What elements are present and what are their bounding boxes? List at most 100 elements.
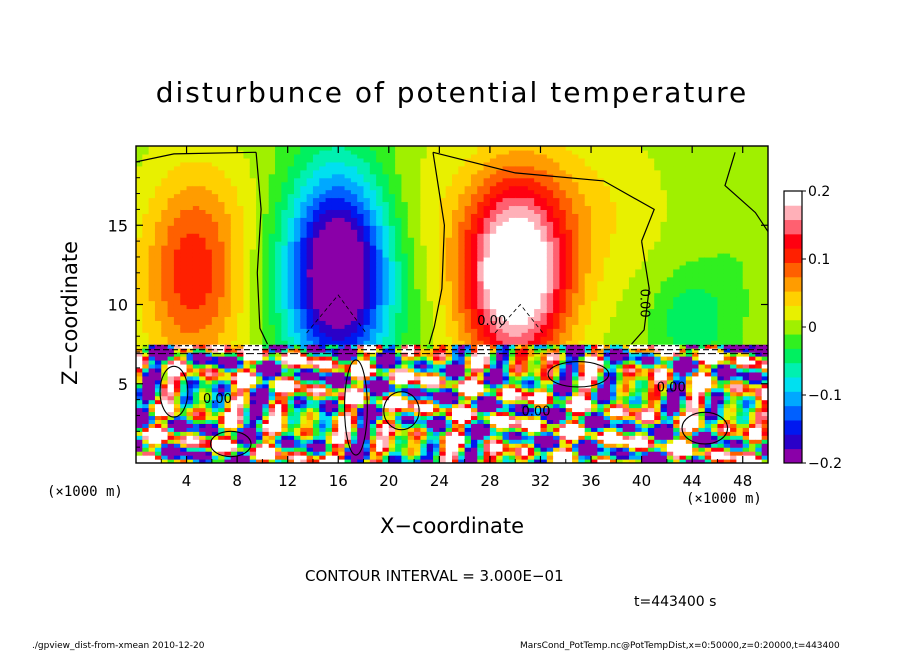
field-cell	[496, 391, 504, 397]
field-cell	[470, 193, 478, 199]
field-cell	[268, 411, 276, 417]
field-cell	[515, 205, 523, 210]
field-cell	[496, 431, 504, 436]
field-cell	[395, 332, 403, 337]
field-cell	[136, 459, 143, 463]
field-cell	[224, 348, 232, 353]
field-cell	[287, 288, 295, 294]
field-cell	[161, 359, 169, 365]
field-cell	[508, 304, 516, 310]
field-cell	[154, 348, 162, 353]
field-cell	[445, 264, 453, 270]
field-cell	[477, 264, 485, 270]
field-cell	[224, 181, 232, 187]
field-cell	[294, 455, 301, 460]
field-cell	[205, 395, 213, 401]
field-cell	[275, 371, 282, 377]
field-cell	[325, 237, 333, 242]
field-cell	[275, 363, 282, 369]
field-cell	[338, 249, 346, 254]
field-cell	[464, 260, 472, 266]
field-cell	[502, 336, 510, 341]
field-cell	[376, 193, 384, 199]
field-cell	[388, 371, 396, 377]
field-cell	[173, 177, 181, 183]
field-cell	[357, 415, 365, 421]
field-cell	[224, 352, 232, 357]
field-cell	[192, 221, 200, 226]
field-cell	[211, 268, 219, 274]
field-cell	[433, 359, 440, 365]
field-cell	[395, 363, 403, 369]
field-cell	[281, 324, 289, 329]
field-cell	[218, 197, 226, 203]
field-cell	[470, 423, 478, 428]
field-cell	[433, 193, 440, 199]
field-cell	[136, 387, 143, 393]
field-cell	[173, 149, 181, 155]
field-cell	[142, 296, 150, 302]
field-cell	[243, 272, 251, 278]
field-cell	[268, 149, 276, 155]
field-cell	[268, 451, 276, 456]
field-cell	[237, 387, 245, 393]
field-cell	[395, 359, 403, 365]
field-cell	[344, 375, 352, 381]
field-cell	[464, 387, 472, 393]
field-cell	[287, 181, 295, 187]
field-cell	[243, 403, 251, 409]
field-cell	[300, 455, 308, 460]
field-cell	[445, 399, 453, 405]
field-cell	[230, 229, 238, 234]
field-cell	[161, 379, 169, 385]
field-cell	[142, 288, 150, 294]
field-cell	[369, 367, 377, 373]
field-cell	[224, 459, 232, 463]
field-cell	[306, 336, 314, 341]
field-cell	[401, 324, 409, 329]
field-cell	[382, 407, 390, 413]
field-cell	[243, 356, 251, 361]
field-cell	[249, 276, 257, 282]
field-cell	[502, 431, 510, 436]
field-cell	[489, 371, 497, 377]
field-cell	[262, 249, 270, 254]
field-cell	[521, 252, 529, 258]
field-cell	[357, 308, 365, 314]
field-cell	[420, 153, 428, 159]
field-cell	[433, 288, 440, 294]
field-cell	[483, 359, 491, 365]
field-cell	[515, 146, 523, 151]
field-cell	[433, 201, 440, 207]
field-cell	[287, 276, 295, 282]
field-cell	[357, 363, 365, 369]
field-cell	[357, 312, 365, 317]
field-cell	[452, 205, 459, 210]
field-cell	[205, 439, 213, 444]
field-cell	[186, 241, 194, 246]
field-cell	[154, 209, 162, 214]
field-cell	[338, 324, 346, 329]
field-cell	[306, 177, 314, 183]
field-cell	[433, 336, 440, 341]
field-cell	[401, 383, 409, 389]
field-cell	[142, 252, 150, 258]
field-cell	[470, 443, 478, 448]
field-cell	[192, 165, 200, 171]
field-cell	[527, 435, 535, 440]
field-cell	[161, 383, 169, 389]
field-cell	[262, 399, 270, 405]
field-cell	[464, 268, 472, 274]
field-cell	[496, 427, 504, 432]
field-cell	[230, 371, 238, 377]
field-cell	[237, 276, 245, 282]
field-cell	[136, 288, 143, 294]
field-cell	[148, 328, 156, 333]
field-cell	[161, 217, 169, 222]
field-cell	[237, 336, 245, 341]
field-cell	[395, 459, 403, 463]
field-cell	[445, 149, 453, 155]
field-cell	[218, 233, 226, 238]
field-cell	[357, 276, 365, 282]
field-cell	[388, 252, 396, 258]
